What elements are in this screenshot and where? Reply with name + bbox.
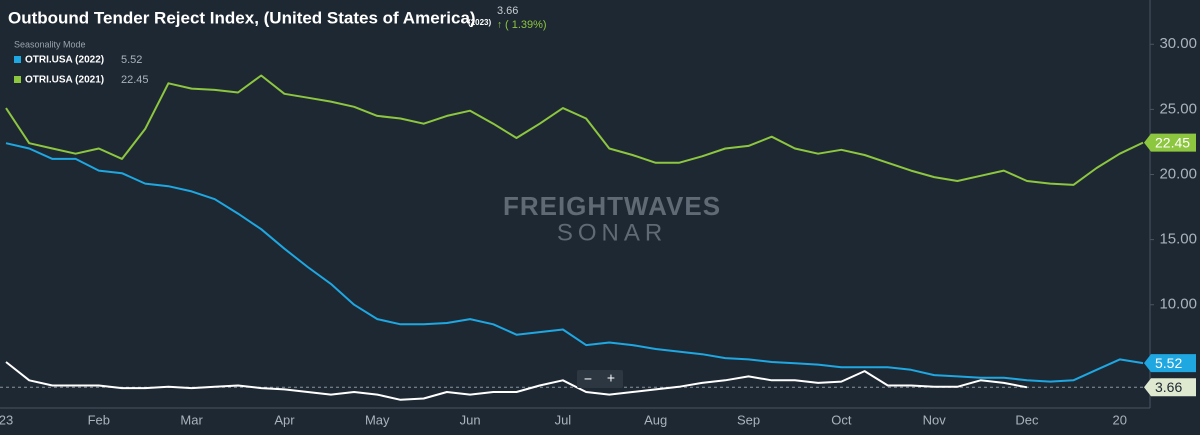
chart-title: Outbound Tender Reject Index, (United St… xyxy=(8,8,476,27)
y-tick-label: 20.00 xyxy=(1159,165,1197,182)
x-tick-label: 20 xyxy=(1113,412,1127,427)
legend-swatch xyxy=(14,76,21,83)
x-tick-label: Sep xyxy=(737,412,760,427)
legend-value: 5.52 xyxy=(121,54,142,66)
zoom-controls[interactable]: − + xyxy=(577,370,623,388)
x-tick-label: May xyxy=(365,412,390,427)
series-line xyxy=(5,142,1144,383)
x-tick-label: Feb xyxy=(88,412,110,427)
zoom-out[interactable]: − xyxy=(584,371,592,387)
x-tick-label: Mar xyxy=(180,412,203,427)
y-tick-label: 30.00 xyxy=(1159,35,1197,52)
end-value-tag xyxy=(1144,354,1196,373)
legend-swatch xyxy=(14,56,21,63)
x-tick-label: Nov xyxy=(923,412,947,427)
end-value-label: 5.52 xyxy=(1155,355,1182,371)
current-value: 3.66 xyxy=(497,5,518,17)
title-year: (2023) xyxy=(468,18,491,27)
change-arrow: ↑ xyxy=(497,20,502,31)
zoom-box xyxy=(577,370,623,388)
y-tick-label: 25.00 xyxy=(1159,100,1197,117)
legend-label: OTRI.USA (2022) xyxy=(25,55,104,66)
y-tick-label: 15.00 xyxy=(1159,231,1197,248)
x-tick-label: Jun xyxy=(460,412,481,427)
x-tick-label: Jul xyxy=(555,412,572,427)
end-value-tag xyxy=(1144,378,1196,397)
legend-label: OTRI.USA (2021) xyxy=(25,75,104,86)
legend-value: 22.45 xyxy=(121,74,149,86)
end-value-tag xyxy=(1144,133,1196,152)
zoom-in[interactable]: + xyxy=(607,370,615,386)
series-line xyxy=(5,74,1144,186)
y-tick-label: 10.00 xyxy=(1159,296,1197,313)
series-line xyxy=(5,361,1028,401)
end-value-label: 22.45 xyxy=(1155,134,1190,150)
x-tick-label: 23 xyxy=(0,412,13,427)
watermark: SONAR xyxy=(557,219,667,246)
x-tick-label: Dec xyxy=(1015,412,1039,427)
end-value-label: 3.66 xyxy=(1155,379,1182,395)
change-value: ( 1.39%) xyxy=(505,19,547,31)
x-tick-label: Oct xyxy=(831,412,852,427)
watermark: FREIGHTWAVES xyxy=(503,191,721,221)
mode-label: Seasonality Mode xyxy=(14,39,86,49)
x-tick-label: Aug xyxy=(644,412,667,427)
x-tick-label: Apr xyxy=(274,412,295,427)
